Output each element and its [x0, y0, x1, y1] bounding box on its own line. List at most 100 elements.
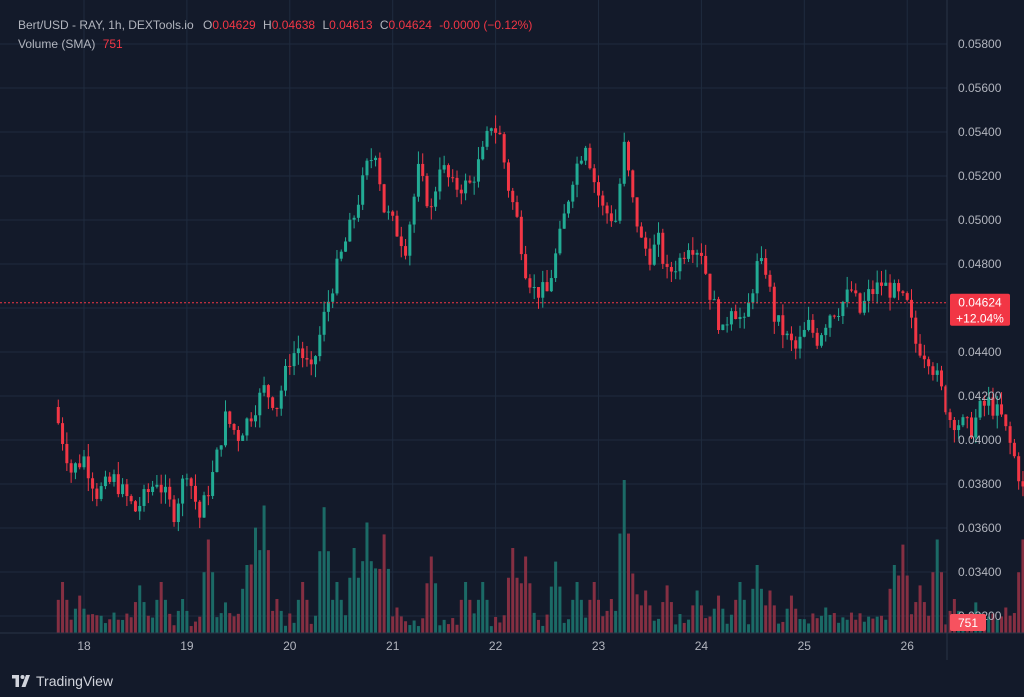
volume-bar — [614, 610, 618, 633]
candle-body — [339, 251, 343, 259]
volume-bar — [146, 615, 150, 633]
candle-body — [279, 390, 283, 409]
volume-bar — [1017, 572, 1021, 633]
time-axis[interactable]: 18 19 20 21 22 23 24 25 26 — [77, 639, 914, 653]
candle-body — [215, 449, 219, 473]
volume-bar — [91, 614, 95, 633]
volume-bar — [914, 602, 918, 633]
volume-bar — [309, 623, 313, 633]
candle-body — [665, 263, 669, 267]
volume-bar — [605, 610, 609, 633]
candle-body — [202, 495, 206, 518]
volume-bar — [674, 624, 678, 633]
candle-body — [871, 289, 875, 295]
volume-bar — [429, 556, 433, 633]
candle-body — [794, 340, 798, 349]
candle-body — [807, 319, 811, 330]
candle-body — [125, 484, 129, 497]
volume-bar — [777, 623, 781, 633]
candle-body — [142, 489, 146, 506]
candle-body — [759, 258, 763, 262]
volume-bar — [253, 527, 258, 633]
volume-value: 751 — [102, 37, 123, 51]
candle-body — [678, 257, 682, 272]
candle-body — [837, 316, 841, 318]
volume-legend: Volume (SMA) 751 — [18, 37, 123, 51]
volume-label[interactable]: Volume (SMA) — [18, 37, 96, 51]
candle-body — [832, 315, 836, 317]
candle-body — [232, 423, 236, 430]
price-badge-change: +12.04% — [956, 312, 1004, 326]
candle-body — [159, 484, 163, 493]
volume-bar — [871, 618, 875, 633]
symbol-title[interactable]: Bert/USD - RAY, 1h, DEXTools.io — [18, 18, 194, 32]
volume-bar — [669, 602, 673, 633]
candle-body — [978, 400, 982, 418]
candle-body — [103, 476, 107, 487]
candle-body — [541, 282, 545, 298]
volume-bar — [807, 623, 811, 633]
volume-bar — [622, 480, 626, 633]
tradingview-logo[interactable]: TradingView — [12, 673, 113, 689]
candle-body — [318, 334, 322, 357]
volume-bar — [768, 590, 772, 633]
volume-bar — [361, 561, 365, 633]
volume-bar — [408, 625, 412, 633]
volume-bar — [897, 575, 901, 633]
volume-bar — [687, 619, 691, 633]
candle-body — [155, 484, 159, 487]
candle-body — [575, 163, 579, 185]
candle-body — [931, 366, 935, 375]
volume-bar — [369, 561, 373, 633]
candle-body — [1008, 426, 1012, 443]
time-tick-label: 21 — [386, 639, 400, 653]
low-label: L — [322, 18, 330, 32]
candle-body — [189, 478, 193, 486]
volume-bar — [489, 626, 493, 633]
volume-bar — [571, 599, 575, 633]
volume-bar — [549, 586, 553, 633]
volume-bar — [721, 608, 725, 633]
candle-body — [198, 501, 202, 518]
candle-body — [99, 486, 103, 499]
volume-bar — [198, 616, 202, 633]
candle-body — [674, 271, 678, 273]
volume-bar — [159, 582, 163, 633]
candle-body — [108, 476, 112, 482]
candle-body — [751, 293, 755, 303]
candle-body — [609, 213, 613, 222]
candle-body — [112, 474, 116, 482]
candle-body — [824, 327, 828, 336]
volume-bar — [331, 599, 335, 633]
volume-bar — [755, 565, 759, 633]
candle-body — [95, 488, 99, 499]
price-badge: 0.04624 +12.04% — [950, 293, 1010, 326]
candle-body — [639, 226, 643, 238]
price-tick-label: 0.05200 — [958, 169, 1002, 183]
volume-bar — [155, 599, 159, 633]
volume-bar — [858, 613, 862, 633]
candle-body — [952, 420, 956, 431]
volume-bar — [699, 605, 703, 633]
candle-body — [129, 496, 133, 502]
volume-bar — [176, 610, 180, 633]
candle-body — [138, 505, 142, 512]
candle-body — [884, 282, 888, 286]
volume-bar — [905, 575, 909, 633]
volume-bar — [987, 616, 991, 633]
volume-bar — [995, 619, 999, 633]
candle-body — [558, 228, 562, 254]
volume-badge-value: 751 — [958, 616, 978, 630]
volume-bar — [301, 582, 305, 633]
volume-bar — [344, 615, 348, 633]
candle-body — [356, 204, 360, 218]
volume-bar — [121, 619, 125, 633]
candle-body — [502, 134, 506, 163]
candle-body — [391, 211, 395, 216]
candle-body — [1021, 481, 1024, 487]
volume-bar — [326, 551, 330, 633]
candle-body — [253, 415, 258, 422]
candle-body — [802, 329, 806, 337]
candle-body — [734, 311, 738, 319]
